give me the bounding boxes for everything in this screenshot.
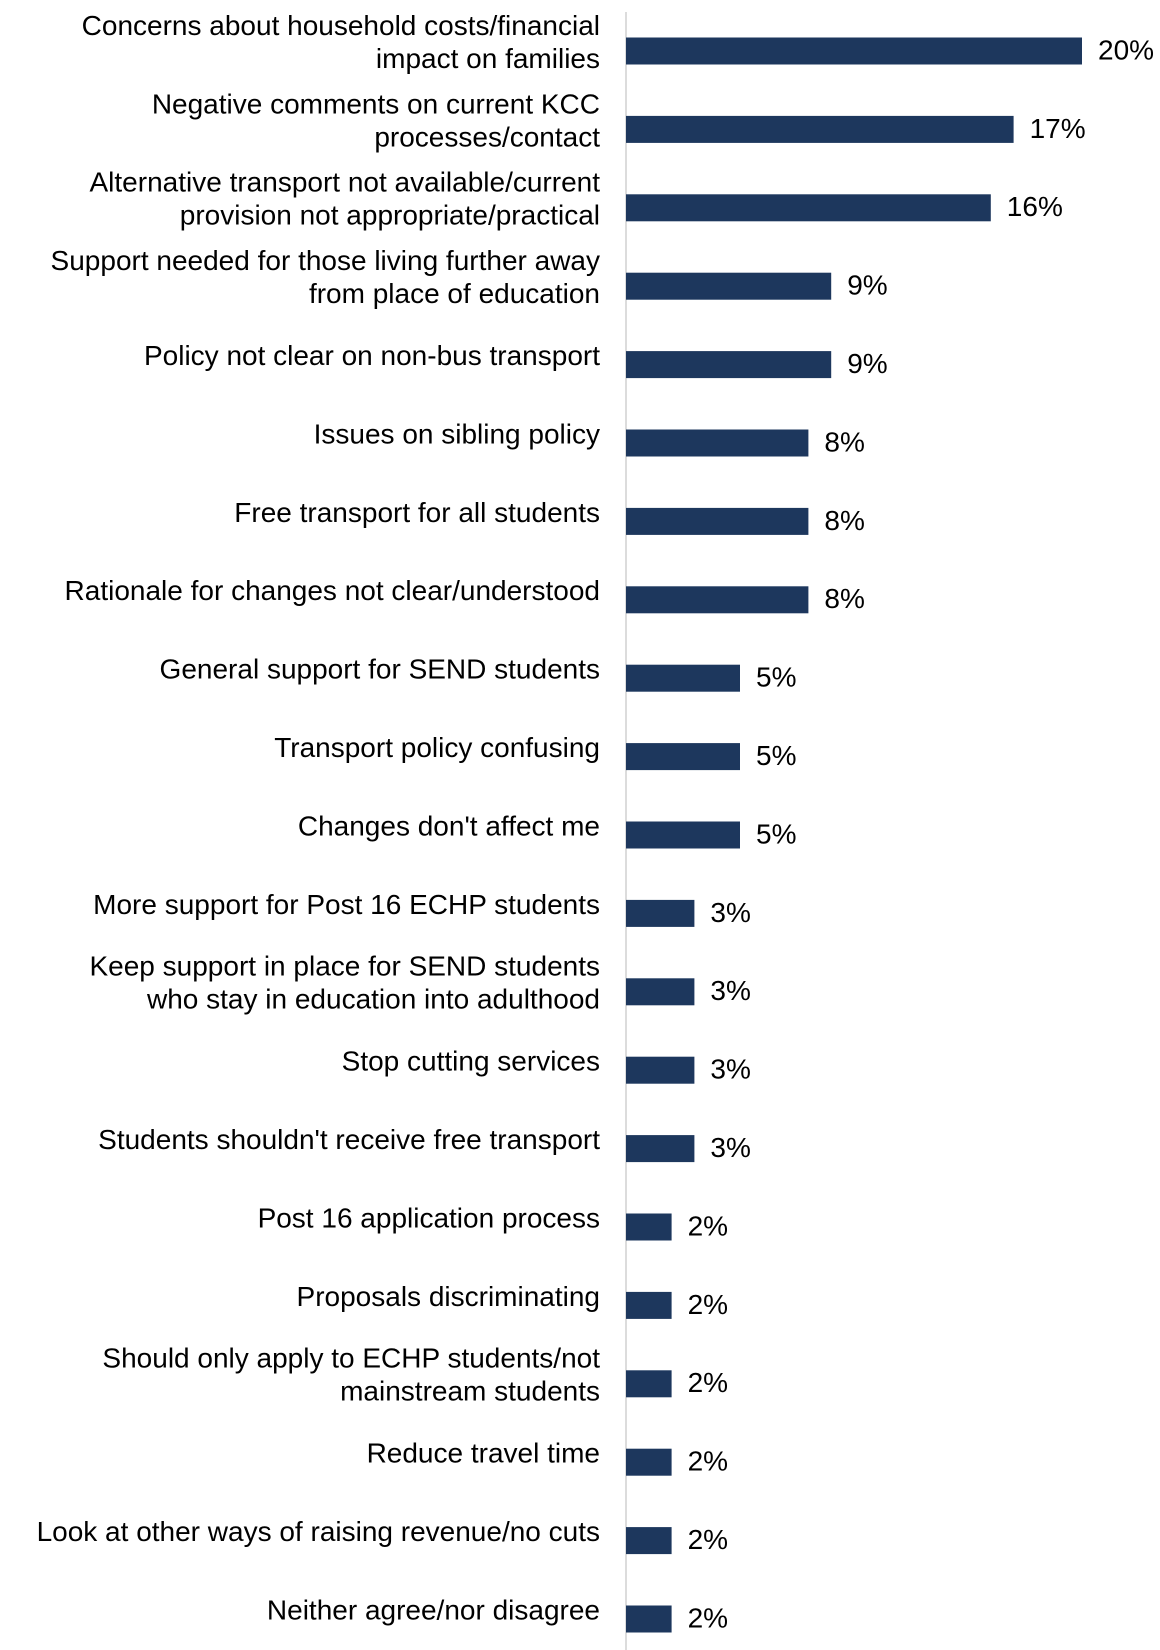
category-label-0-line-1: impact on families bbox=[376, 43, 600, 74]
category-label-4-line-0: Policy not clear on non-bus transport bbox=[144, 340, 600, 371]
category-label-1-line-0: Negative comments on current KCC bbox=[152, 88, 600, 119]
bar-10 bbox=[626, 821, 740, 849]
category-label-13-line-0: Stop cutting services bbox=[342, 1046, 600, 1077]
category-label-18-line-0: Reduce travel time bbox=[367, 1438, 600, 1469]
value-label-13: 3% bbox=[710, 1054, 750, 1085]
value-label-20: 2% bbox=[688, 1602, 728, 1633]
value-labels-group: 20% 17% 16% 9% 9% 8% 8% 8% 5% 5% 5% 3% 3% 3% 3% 2% 2% 2% 2… bbox=[688, 34, 1154, 1633]
bar-19 bbox=[626, 1527, 672, 1555]
category-label-17-line-0: Should only apply to ECHP students/not bbox=[102, 1343, 600, 1374]
value-label-8: 5% bbox=[756, 662, 796, 693]
bar-14 bbox=[626, 1135, 695, 1163]
category-label-1-line-1: processes/contact bbox=[374, 121, 600, 152]
bar-2 bbox=[626, 194, 991, 222]
category-label-19-line-0: Look at other ways of raising revenue/no… bbox=[37, 1516, 600, 1547]
category-label-15-line-0: Post 16 application process bbox=[258, 1202, 600, 1233]
category-label-16-line-0: Proposals discriminating bbox=[297, 1281, 600, 1312]
bar-15 bbox=[626, 1213, 672, 1241]
category-label-3-line-0: Support needed for those living further … bbox=[51, 245, 600, 276]
category-label-3-line-1: from place of education bbox=[309, 278, 600, 309]
bars-group bbox=[626, 37, 1082, 1633]
bar-4 bbox=[626, 351, 832, 379]
bar-0 bbox=[626, 37, 1082, 65]
category-label-7-line-0: Rationale for changes not clear/understo… bbox=[65, 575, 600, 606]
value-label-3: 9% bbox=[847, 270, 887, 301]
value-label-16: 2% bbox=[688, 1289, 728, 1320]
value-label-12: 3% bbox=[710, 975, 750, 1006]
category-label-12-line-0: Keep support in place for SEND students bbox=[89, 951, 600, 982]
value-label-14: 3% bbox=[710, 1132, 750, 1163]
value-label-15: 2% bbox=[688, 1210, 728, 1241]
value-label-7: 8% bbox=[824, 583, 864, 614]
value-label-17: 2% bbox=[688, 1367, 728, 1398]
bar-1 bbox=[626, 115, 1014, 143]
bar-9 bbox=[626, 743, 740, 771]
value-label-4: 9% bbox=[847, 348, 887, 379]
bar-13 bbox=[626, 1056, 695, 1084]
value-label-9: 5% bbox=[756, 740, 796, 771]
bar-17 bbox=[626, 1370, 672, 1398]
value-label-10: 5% bbox=[756, 818, 796, 849]
category-label-6-line-0: Free transport for all students bbox=[234, 497, 600, 528]
value-label-0: 20% bbox=[1098, 34, 1154, 65]
category-label-10-line-0: Changes don't affect me bbox=[298, 810, 600, 841]
bar-18 bbox=[626, 1448, 672, 1476]
bar-16 bbox=[626, 1291, 672, 1319]
category-label-2-line-0: Alternative transport not available/curr… bbox=[90, 167, 601, 198]
category-label-17-line-1: mainstream students bbox=[340, 1376, 600, 1407]
category-label-9-line-0: Transport policy confusing bbox=[274, 732, 600, 763]
category-label-11-line-0: More support for Post 16 ECHP students bbox=[93, 889, 600, 920]
category-label-14-line-0: Students shouldn't receive free transpor… bbox=[98, 1124, 600, 1155]
value-label-6: 8% bbox=[824, 505, 864, 536]
category-label-2-line-1: provision not appropriate/practical bbox=[180, 200, 600, 231]
bar-8 bbox=[626, 664, 740, 692]
bar-5 bbox=[626, 429, 809, 457]
category-label-0-line-0: Concerns about household costs/financial bbox=[82, 10, 600, 41]
value-label-19: 2% bbox=[688, 1524, 728, 1555]
category-label-8-line-0: General support for SEND students bbox=[160, 654, 600, 685]
bar-3 bbox=[626, 272, 832, 300]
bar-11 bbox=[626, 899, 695, 927]
value-label-5: 8% bbox=[824, 426, 864, 457]
bar-12 bbox=[626, 978, 695, 1006]
category-label-12-line-1: who stay in education into adulthood bbox=[146, 984, 600, 1015]
value-label-1: 17% bbox=[1030, 113, 1086, 144]
value-label-11: 3% bbox=[710, 897, 750, 928]
category-label-5-line-0: Issues on sibling policy bbox=[314, 418, 600, 449]
category-labels-group: Concerns about household costs/financial… bbox=[37, 10, 601, 1626]
bar-6 bbox=[626, 507, 809, 535]
bar-7 bbox=[626, 586, 809, 614]
bar-20 bbox=[626, 1605, 672, 1633]
value-label-2: 16% bbox=[1007, 191, 1063, 222]
category-label-20-line-0: Neither agree/nor disagree bbox=[267, 1594, 600, 1625]
value-label-18: 2% bbox=[688, 1446, 728, 1477]
